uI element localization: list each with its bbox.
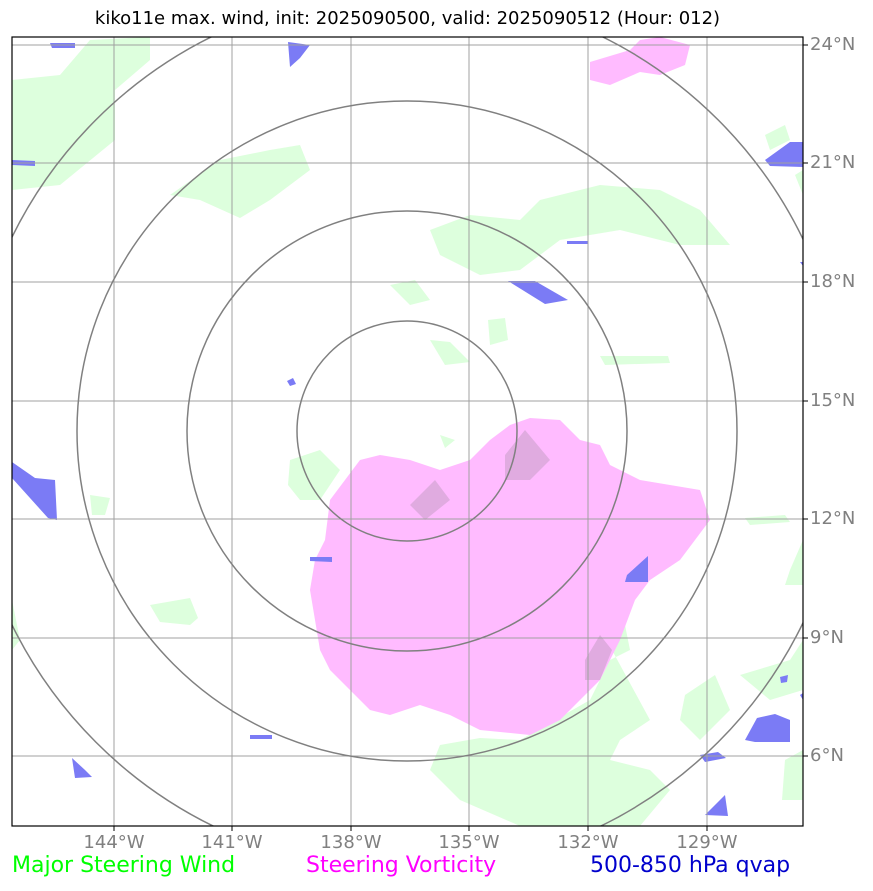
lon-label-135w: 135°W [438,832,500,853]
lat-label-24n: 24°N [810,34,856,55]
lat-label-15n: 15°N [810,390,856,411]
lon-label-132w: 132°W [557,832,619,853]
lat-label-12n: 12°N [810,508,856,529]
range-ring-4 [12,37,803,826]
range-ring-1 [296,320,518,542]
legend-qvap: 500-850 hPa qvap [590,853,791,878]
range-ring-3 [76,100,738,762]
lon-label-144w: 144°W [83,832,145,853]
map-title: kiko11e max. wind, init: 2025090500, val… [94,8,721,29]
range-rings [12,37,803,826]
lon-label-138w: 138°W [320,832,382,853]
map-frame [11,36,804,827]
range-ring-2 [186,210,628,652]
lat-label-18n: 18°N [810,271,856,292]
lon-label-141w: 141°W [201,832,263,853]
lat-label-21n: 21°N [810,152,856,173]
steering-wind-layer [12,37,803,826]
graticule [12,37,803,826]
lon-label-129w: 129°W [676,832,738,853]
legend-steering-vorticity: Steering Vorticity [306,853,497,878]
steering-vorticity-layer [310,37,710,735]
legend-steering-wind: Major Steering Wind [12,853,236,878]
lat-label-9n: 9°N [810,627,844,648]
tick-marks [113,44,808,831]
lat-label-6n: 6°N [810,745,844,766]
qvap-layer [12,42,803,816]
